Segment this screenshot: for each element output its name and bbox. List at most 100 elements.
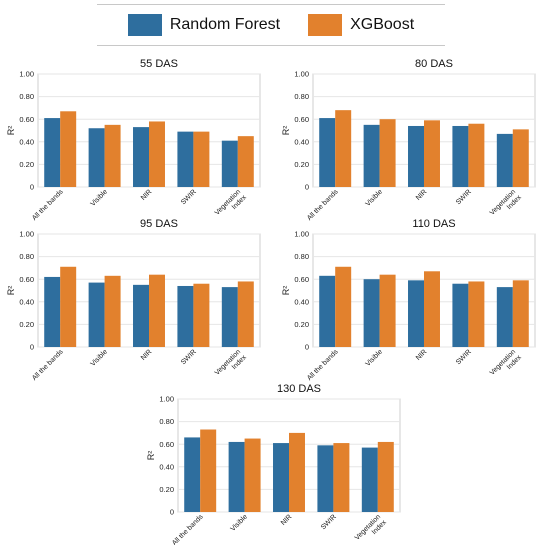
- x-tick-label: NIR: [415, 188, 428, 201]
- y-tick-label: 0: [30, 183, 34, 192]
- y-tick-label: 0.20: [19, 320, 34, 329]
- bar-random-forest-all-the-bands: [184, 437, 201, 512]
- x-tick-label: Visible: [230, 513, 250, 533]
- x-tick-label: NIR: [140, 188, 153, 201]
- y-tick-label: 0.80: [294, 92, 309, 101]
- x-tick-label: All the bands: [171, 513, 205, 545]
- bar-xgboost-all-the-bands: [335, 110, 352, 187]
- chart-title: 55 DAS: [140, 58, 178, 70]
- x-tick-label: SWIR: [180, 348, 198, 366]
- legend-item-xgboost: XGBoost: [308, 14, 414, 36]
- bar-random-forest-nir: [273, 443, 289, 512]
- bar-random-forest-vegetation-index: [221, 287, 238, 347]
- y-tick-label: 0.40: [294, 297, 309, 306]
- y-tick-label: 0.60: [159, 440, 174, 449]
- y-tick-label: 0.60: [294, 275, 309, 284]
- y-tick-label: 0.20: [294, 160, 309, 169]
- y-tick-label: 0: [305, 343, 309, 352]
- legend-item-random-forest: Random Forest: [127, 14, 281, 36]
- bar-random-forest-all-the-bands: [319, 118, 336, 187]
- bar-xgboost-vegetation-index: [237, 281, 254, 347]
- bar-random-forest-visible: [88, 282, 105, 347]
- bar-xgboost-all-the-bands: [335, 266, 352, 347]
- y-tick-label: 1.00: [294, 230, 309, 239]
- chart-title: 80 DAS: [415, 58, 453, 70]
- x-tick-label: NIR: [415, 348, 428, 361]
- chart-title: 95 DAS: [140, 218, 178, 230]
- y-axis-label: R²: [146, 451, 156, 461]
- bar-xgboost-swir: [193, 131, 210, 187]
- y-tick-label: 0.80: [19, 252, 34, 261]
- chart-130-das: 130 DAS 0 0.20 0.40 0.60 0.80 1.00 R² All the ba…: [146, 383, 401, 545]
- y-tick-label: 0.40: [19, 137, 34, 146]
- y-tick-label: 0.80: [19, 92, 34, 101]
- legend-label-xgboost: XGBoost: [350, 16, 415, 33]
- x-tick-label: Visible: [365, 348, 385, 368]
- bar-random-forest-swir: [452, 125, 469, 187]
- x-tick-label: Visible: [365, 188, 385, 208]
- bar-random-forest-visible: [228, 441, 245, 512]
- bar-xgboost-visible: [379, 274, 396, 347]
- x-tick-label: VegetationIndex: [354, 513, 388, 545]
- y-axis-label: R²: [6, 126, 16, 136]
- y-tick-label: 0.40: [19, 297, 34, 306]
- y-tick-label: 0.20: [159, 485, 174, 494]
- legend: Random Forest XGBoost: [97, 4, 445, 46]
- bar-xgboost-nir: [424, 120, 440, 187]
- y-tick-label: 1.00: [19, 230, 34, 239]
- legend-label-random-forest: Random Forest: [169, 16, 281, 33]
- bar-xgboost-all-the-bands: [60, 111, 77, 187]
- bar-random-forest-swir: [452, 283, 469, 347]
- y-tick-label: 0.80: [159, 417, 174, 426]
- bar-random-forest-nir: [408, 125, 424, 187]
- bar-random-forest-swir: [317, 445, 334, 512]
- bar-xgboost-visible: [104, 275, 121, 347]
- y-tick-label: 0: [305, 183, 309, 192]
- bar-xgboost-swir: [468, 123, 485, 187]
- bar-random-forest-all-the-bands: [319, 275, 336, 347]
- bar-random-forest-swir: [177, 285, 194, 347]
- x-tick-label: NIR: [280, 513, 293, 526]
- y-axis-label: R²: [6, 286, 16, 296]
- bar-random-forest-all-the-bands: [44, 276, 61, 347]
- bar-xgboost-nir: [149, 121, 165, 187]
- bar-random-forest-nir: [133, 284, 149, 347]
- bar-xgboost-vegetation-index: [237, 136, 254, 187]
- bar-xgboost-visible: [379, 119, 396, 187]
- bar-random-forest-visible: [88, 128, 105, 187]
- bar-random-forest-nir: [133, 127, 149, 187]
- y-tick-label: 0.40: [294, 137, 309, 146]
- y-tick-label: 1.00: [19, 70, 34, 79]
- y-tick-label: 1.00: [159, 395, 174, 404]
- x-tick-label: SWIR: [320, 513, 338, 531]
- bar-random-forest-all-the-bands: [44, 118, 61, 187]
- y-tick-label: 0.60: [294, 115, 309, 124]
- chart-95-das: 95 DAS 0 0.20 0.40 0.60 0.80 1.00 R² All the ban…: [6, 218, 261, 382]
- bar-xgboost-nir: [289, 432, 305, 512]
- legend-swatch-xgboost: [308, 14, 343, 36]
- x-tick-label: Visible: [90, 188, 110, 208]
- bar-xgboost-nir: [149, 274, 165, 347]
- y-axis-label: R²: [281, 126, 291, 136]
- y-tick-label: 0.40: [159, 462, 174, 471]
- bar-xgboost-nir: [424, 271, 440, 347]
- bar-random-forest-visible: [363, 279, 380, 347]
- bar-random-forest-visible: [363, 124, 380, 187]
- bar-xgboost-swir: [468, 281, 485, 347]
- y-tick-label: 0.20: [19, 160, 34, 169]
- bar-xgboost-swir: [333, 443, 350, 512]
- x-tick-label: SWIR: [455, 188, 473, 206]
- bar-random-forest-nir: [408, 280, 424, 347]
- y-tick-label: 1.00: [294, 70, 309, 79]
- bar-random-forest-vegetation-index: [496, 133, 513, 187]
- chart-title: 130 DAS: [277, 383, 321, 395]
- bar-xgboost-visible: [104, 124, 121, 187]
- bar-random-forest-vegetation-index: [221, 140, 238, 187]
- bar-random-forest-vegetation-index: [496, 287, 513, 347]
- bar-xgboost-visible: [244, 438, 261, 512]
- legend-swatch-random-forest: [127, 14, 162, 36]
